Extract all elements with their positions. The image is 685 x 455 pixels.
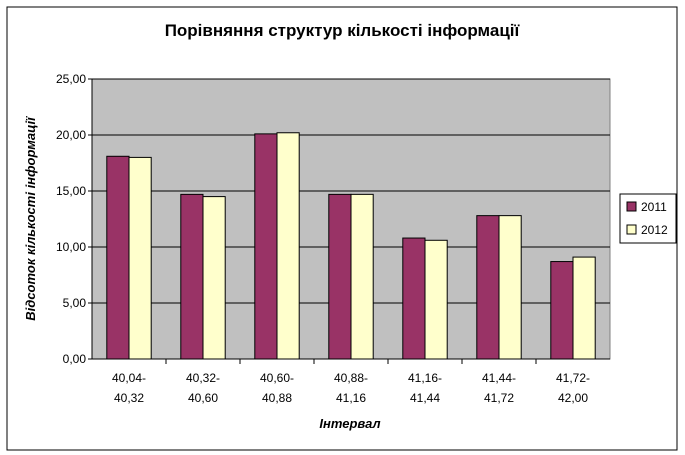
y-axis-label: Відсоток кількості інформації (23, 116, 38, 321)
x-tick-labels: 40,04-40,32 40,32-40,60 40,60-40,88 40,88-4… (112, 371, 590, 405)
y-tick-label: 20,00 (56, 128, 86, 142)
bar-2012-1 (128, 156, 152, 360)
y-tick-labels: 0,00 5,00 10,00 15,00 20,00 25,00 (56, 72, 86, 366)
bar-2011-6 (476, 215, 500, 360)
legend: 2011 2012 (619, 193, 677, 244)
x-tick-label: 41,72-42,00 (556, 371, 590, 405)
x-tick-label: 40,88-41,16 (334, 371, 368, 405)
bar-2012-3 (276, 132, 300, 360)
bar-2012-5 (424, 239, 448, 360)
legend-label-2011: 2011 (641, 200, 667, 214)
y-tick-label: 10,00 (56, 240, 86, 254)
x-tick-label: 40,32-40,60 (186, 371, 220, 405)
bar-2012-2 (202, 196, 226, 360)
bar-2011-4 (328, 193, 352, 360)
y-tick-label: 0,00 (63, 352, 87, 366)
x-axis-label: Інтервал (319, 416, 380, 431)
bar-2012-7 (572, 256, 596, 360)
bar-2011-2 (180, 193, 204, 360)
chart-title: Порівняння структур кількості інформації (165, 21, 521, 40)
x-tick-label: 41,44-41,72 (482, 371, 516, 405)
y-tick-label: 25,00 (56, 72, 86, 86)
bars (106, 132, 596, 360)
bar-2012-4 (350, 193, 374, 360)
legend-swatch-2011 (626, 201, 637, 212)
legend-swatch-2012 (626, 224, 637, 235)
bar-2011-1 (106, 155, 130, 360)
x-tick-label: 41,16-41,44 (408, 371, 442, 405)
y-tick-label: 15,00 (56, 184, 86, 198)
x-tick-label: 40,60-40,88 (260, 371, 294, 405)
legend-label-2012: 2012 (641, 223, 668, 237)
bar-2011-5 (402, 237, 426, 360)
bar-2011-7 (550, 261, 574, 360)
y-tick-label: 5,00 (63, 296, 87, 310)
x-tick-label: 40,04-40,32 (112, 371, 146, 405)
bar-2011-3 (254, 133, 278, 360)
bar-2012-6 (498, 215, 522, 360)
axes (88, 78, 610, 364)
